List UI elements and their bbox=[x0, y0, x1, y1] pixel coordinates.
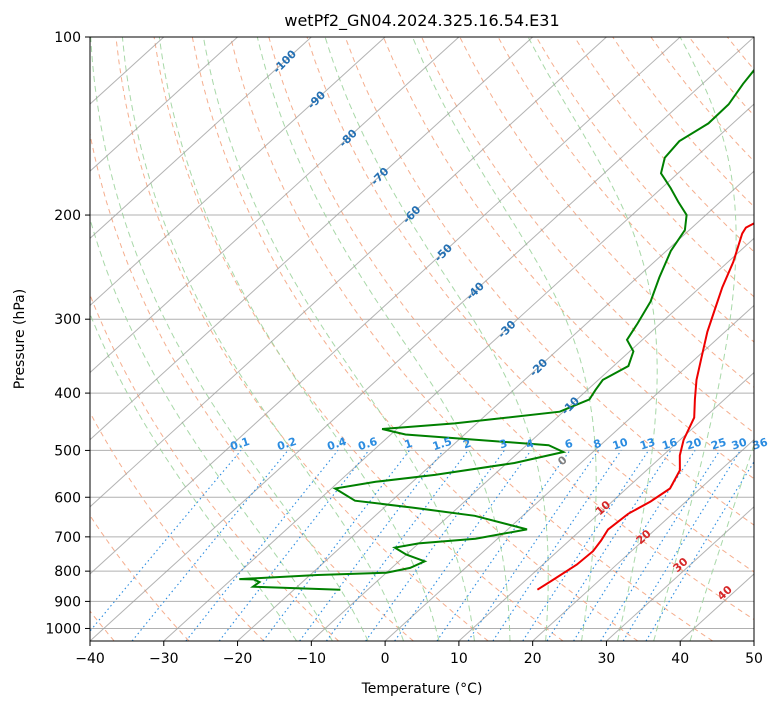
mixing-ratio-line bbox=[573, 450, 696, 641]
isotherm-line bbox=[384, 304, 754, 641]
y-tick-label: 100 bbox=[54, 30, 81, 46]
y-tick-label: 400 bbox=[54, 386, 81, 402]
mixing-ratio-line bbox=[622, 450, 741, 641]
isotherm-line bbox=[90, 37, 681, 575]
mixing-ratio-label: 6 bbox=[563, 437, 575, 452]
mixing-ratio-label: 0.1 bbox=[229, 435, 252, 453]
x-tick-label: 30 bbox=[598, 651, 616, 667]
mixing-ratio-label: 1 bbox=[403, 437, 414, 452]
x-tick-label: 50 bbox=[745, 651, 763, 667]
dewpoint-profile bbox=[239, 68, 754, 591]
mixing-ratio-label: 0.2 bbox=[276, 435, 299, 453]
isotherm-line bbox=[90, 37, 312, 240]
isotherm-line bbox=[90, 37, 460, 374]
moist-adiabat bbox=[158, 37, 440, 641]
mixing-ratio-label: 20 bbox=[685, 435, 704, 452]
isotherm-line bbox=[90, 37, 238, 172]
moist-adiabat bbox=[412, 37, 597, 641]
mixing-ratio-label: 1.5 bbox=[431, 435, 454, 453]
mixing-ratio-line bbox=[394, 450, 532, 641]
moist-adiabat bbox=[90, 312, 298, 641]
y-tick-label: 900 bbox=[54, 594, 81, 610]
x-tick-label: 20 bbox=[524, 651, 542, 667]
y-tick-label: 200 bbox=[54, 208, 81, 224]
moist-adiabat bbox=[324, 37, 549, 641]
mixing-ratio-label: 0.6 bbox=[356, 435, 379, 453]
line-label-layer: 0.1 0.2 0.4 0.6 1 1.5 2 3 4 6 8 10 13 16 20 25 30 36-100-… bbox=[229, 47, 770, 603]
isotherm-line bbox=[532, 438, 754, 641]
mixing-ratio-label: 16 bbox=[660, 435, 679, 452]
dry-adiabat bbox=[191, 37, 639, 641]
mixing-ratio-label: 8 bbox=[592, 437, 603, 452]
dry-adiabat bbox=[268, 37, 754, 621]
mixing-ratio-line bbox=[131, 450, 289, 641]
dry-adiabat bbox=[306, 37, 754, 573]
y-tick-label: 500 bbox=[54, 443, 81, 459]
mixing-ratio-line bbox=[436, 450, 571, 641]
isotherm-line bbox=[163, 103, 754, 641]
y-tick-label: 300 bbox=[54, 312, 81, 328]
mixing-ratio-line bbox=[467, 450, 599, 641]
isotherm-line bbox=[458, 371, 754, 641]
mixing-ratio-line bbox=[600, 450, 721, 641]
y-axis-label: Pressure (hPa) bbox=[12, 289, 28, 389]
dry-adiabat bbox=[497, 37, 754, 343]
dry-adiabat bbox=[153, 37, 564, 641]
isotherm-line bbox=[237, 170, 754, 641]
mixing-ratio-label: 2 bbox=[461, 437, 472, 452]
x-tick-label: 40 bbox=[671, 651, 689, 667]
axis-layer: −40 −30 −20 −10 0 10 20 30 40 5010020030040050060… bbox=[45, 30, 763, 667]
mixing-ratio-line bbox=[185, 450, 339, 641]
temperature-profile bbox=[536, 222, 754, 591]
mixing-ratio-line bbox=[262, 450, 410, 641]
moist-adiabat bbox=[90, 37, 369, 641]
plot-area bbox=[90, 37, 754, 641]
x-tick-label: −20 bbox=[223, 651, 253, 667]
isotherm-line bbox=[606, 506, 754, 641]
x-tick-label: 0 bbox=[381, 651, 390, 667]
dry-adiabat bbox=[90, 514, 190, 641]
y-tick-label: 800 bbox=[54, 564, 81, 580]
mixing-ratio-label: 10 bbox=[611, 435, 630, 452]
plot-frame bbox=[89, 36, 755, 642]
isotherm-line bbox=[90, 37, 754, 641]
mixing-ratio-label: 13 bbox=[638, 436, 657, 453]
moist-adiabat bbox=[121, 37, 405, 641]
mixing-ratio-label: 0.4 bbox=[326, 435, 349, 453]
moist-adiabat bbox=[202, 37, 475, 641]
mixing-ratio-line bbox=[492, 450, 622, 641]
mixing-ratio-line bbox=[522, 450, 650, 641]
mixing-ratio-label: 25 bbox=[709, 436, 728, 453]
mixing-ratio-label: 3 bbox=[498, 437, 509, 452]
isotherm-line bbox=[90, 37, 386, 307]
series-layer bbox=[239, 68, 754, 591]
moist-adiabat bbox=[90, 217, 333, 641]
chart-title: wetPf2_GN04.2024.325.16.54.E31 bbox=[284, 11, 559, 31]
dry-adiabat bbox=[459, 37, 754, 388]
mixing-ratio-label: 36 bbox=[751, 435, 770, 452]
y-tick-label: 700 bbox=[54, 530, 81, 546]
x-tick-label: 10 bbox=[450, 651, 468, 667]
x-axis-label: Temperature (°C) bbox=[361, 681, 483, 697]
moist-adiabat bbox=[689, 443, 754, 641]
y-tick-label: 1000 bbox=[45, 621, 81, 637]
x-tick-label: −40 bbox=[75, 651, 105, 667]
isotherm-line bbox=[310, 237, 754, 641]
x-tick-label: −10 bbox=[297, 651, 327, 667]
moist-adiabat bbox=[527, 37, 658, 641]
moist-adiabat bbox=[653, 37, 737, 641]
isotherm-line bbox=[90, 37, 607, 508]
isotherm-line bbox=[90, 37, 534, 441]
dry-adiabat bbox=[90, 411, 265, 641]
dry-adiabat bbox=[115, 37, 489, 641]
dry-adiabat bbox=[90, 293, 339, 641]
mixing-ratio-line bbox=[645, 460, 754, 641]
moist-adiabat bbox=[256, 37, 511, 641]
y-tick-label: 600 bbox=[54, 490, 81, 506]
mixing-ratio-label: 4 bbox=[524, 437, 536, 452]
x-tick-label: −30 bbox=[149, 651, 179, 667]
mixing-ratio-label: 30 bbox=[730, 435, 749, 452]
mixing-ratio-line bbox=[546, 450, 672, 641]
